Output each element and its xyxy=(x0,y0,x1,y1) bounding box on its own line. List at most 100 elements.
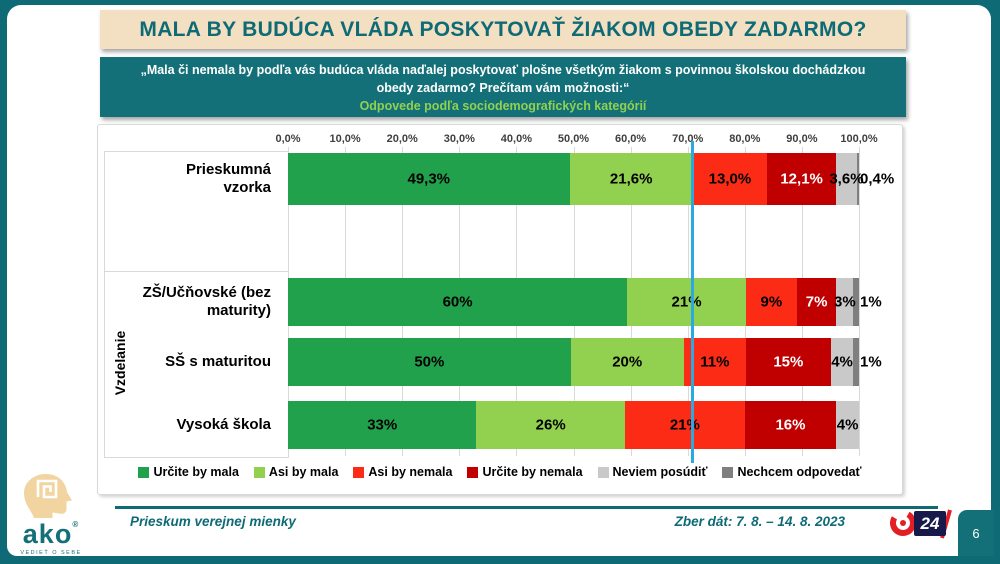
bar-segment-label: 0,4% xyxy=(860,170,895,188)
tv-24-logo: 24 xyxy=(890,507,952,541)
bar-segment xyxy=(830,338,854,386)
bar-row: 60% 21% 9% 7% 3% 1% xyxy=(288,278,882,326)
legend-swatch xyxy=(253,466,265,478)
x-axis-tick-label: 50,0% xyxy=(557,133,590,145)
bar-segment xyxy=(627,278,746,326)
bar-segment-label: 16% xyxy=(775,416,806,434)
legend-label: Neviem posúdiť xyxy=(612,465,708,479)
x-axis-tick-label: 80,0% xyxy=(729,133,761,145)
bar-segment xyxy=(767,153,837,205)
bar-segment-label: 9% xyxy=(760,293,783,311)
page-number-tab: 6 xyxy=(958,510,994,556)
bar-row: 50% 20% 11% 15% 4% 1% xyxy=(288,338,882,386)
bar-segment-label: 60% xyxy=(442,293,473,311)
bar-segment-label: 12,1% xyxy=(780,170,823,188)
bar-segment xyxy=(853,338,859,386)
bar-segment-label: 13,0% xyxy=(708,170,752,188)
legend-item: Nechcem odpovedať xyxy=(722,465,862,479)
bar-segment-label: 20% xyxy=(612,353,643,371)
bar-segment-label: 11% xyxy=(700,353,730,371)
bar-segment xyxy=(692,153,768,205)
bar-segment-label: 15% xyxy=(773,353,804,371)
bar-segment xyxy=(836,278,854,326)
bar-segment xyxy=(288,278,628,326)
bar-segment-label: 50% xyxy=(414,353,445,371)
footer-source-label: Prieskum verejnej mienky xyxy=(130,514,296,529)
axis-group-label: Vzdelanie xyxy=(112,330,128,395)
bar-segment-label: 1% xyxy=(860,353,882,371)
legend-label: Nechcem odpovedať xyxy=(737,465,862,479)
bar-segment xyxy=(745,338,831,386)
category-group-box xyxy=(104,151,289,273)
x-axis-tick-label: 10,0% xyxy=(329,133,361,145)
legend-item: Neviem posúdiť xyxy=(597,465,708,479)
x-axis-tick-label: 20,0% xyxy=(386,133,418,145)
tv-24-number: 24 xyxy=(920,513,940,533)
x-axis-tick-label: 70,0% xyxy=(672,133,704,145)
legend-item: Asi by mala xyxy=(253,465,338,479)
survey-question: „Mala či nemala by podľa vás budúca vlád… xyxy=(140,62,866,95)
legend-swatch xyxy=(722,466,734,478)
x-axis-tick-label: 60,0% xyxy=(614,133,647,145)
chart-legend: Určite by mala Asi by mala Asi by nemala Ur… xyxy=(98,465,902,479)
bar-segment-label: 3% xyxy=(834,293,856,311)
legend-swatch xyxy=(353,466,365,478)
bar-segment xyxy=(836,153,857,205)
bar-segment xyxy=(856,153,859,205)
legend-item: Určite by nemala xyxy=(467,465,583,479)
bar-segment-label: 26% xyxy=(535,416,566,434)
x-axis-tick-label: 0,0% xyxy=(275,133,301,145)
bar-segment xyxy=(744,401,837,449)
bar-segment xyxy=(476,401,625,449)
footer-date-label: Zber dát: 7. 8. – 14. 8. 2023 xyxy=(674,514,845,529)
bar-segment xyxy=(569,153,693,205)
legend-label: Určite by mala xyxy=(153,465,239,479)
page-title: MALA BY BUDÚCA VLÁDA POSKYTOVAŤ ŽIAKOM O… xyxy=(139,17,867,41)
bar-segment-label: 21% xyxy=(669,416,700,434)
legend-item: Asi by nemala xyxy=(353,465,452,479)
category-label: SŠ s maturitou xyxy=(165,353,271,370)
legend-label: Určite by nemala xyxy=(482,465,583,479)
ako-logo-text: ako® xyxy=(22,519,80,549)
bar-segment-label: 21% xyxy=(671,293,702,311)
bar-row: 33% 26% 21% 16% 4% xyxy=(288,401,859,449)
ako-agency-logo: ako® VEDIEŤ O SEBE xyxy=(12,474,90,556)
page-number: 6 xyxy=(972,525,980,541)
category-label: Vysoká škola xyxy=(176,416,271,433)
survey-subnote: Odpovede podľa sociodemografických kateg… xyxy=(359,99,647,114)
tv-24-box: 24 xyxy=(914,511,946,536)
bar-segment xyxy=(624,401,745,449)
legend-swatch xyxy=(467,466,479,478)
bar-segment xyxy=(853,278,859,326)
subtitle-banner: „Mala či nemala by podľa vás budúca vlád… xyxy=(100,57,906,117)
bar-segment-label: 3,6% xyxy=(829,170,864,188)
legend-label: Asi by nemala xyxy=(368,465,453,479)
registered-mark: ® xyxy=(72,520,80,529)
bar-segment xyxy=(745,278,797,326)
gridline xyxy=(859,147,860,456)
ako-head-icon xyxy=(24,474,72,518)
bar-segment xyxy=(836,401,859,449)
legend-item: Určite by mala xyxy=(138,465,239,479)
legend-swatch xyxy=(138,466,150,478)
x-axis-tick-label: 90,0% xyxy=(786,133,818,145)
bar-segment-label: 21,6% xyxy=(609,170,653,188)
bar-segment xyxy=(288,153,570,205)
chart-area: 0,0% 10,0% 20,0% 30,0% 40,0% 50,0% 60,0% 70,0% 8… xyxy=(97,124,903,495)
x-axis-tick-label: 30,0% xyxy=(443,133,475,145)
category-label: Prieskumná vzorka xyxy=(185,161,271,196)
ako-logo-tagline: VEDIEŤ O SEBE xyxy=(20,550,82,556)
category-label: ZŠ/Učňovské (bez maturity) xyxy=(142,284,271,319)
x-axis-tick-label: 40,0% xyxy=(500,133,532,145)
legend-swatch xyxy=(597,466,609,478)
category-group-box xyxy=(104,271,289,458)
bar-segment xyxy=(796,278,837,326)
bar-segment-label: 1% xyxy=(860,293,882,311)
bar-segment xyxy=(288,338,571,386)
footer-divider xyxy=(115,506,938,509)
bar-segment xyxy=(570,338,684,386)
bar-segment-label: 33% xyxy=(367,416,398,434)
bar-segment-label: 7% xyxy=(805,293,828,311)
bar-segment-label: 4% xyxy=(836,416,859,434)
x-axis-tick-label: 100,0% xyxy=(840,133,878,145)
